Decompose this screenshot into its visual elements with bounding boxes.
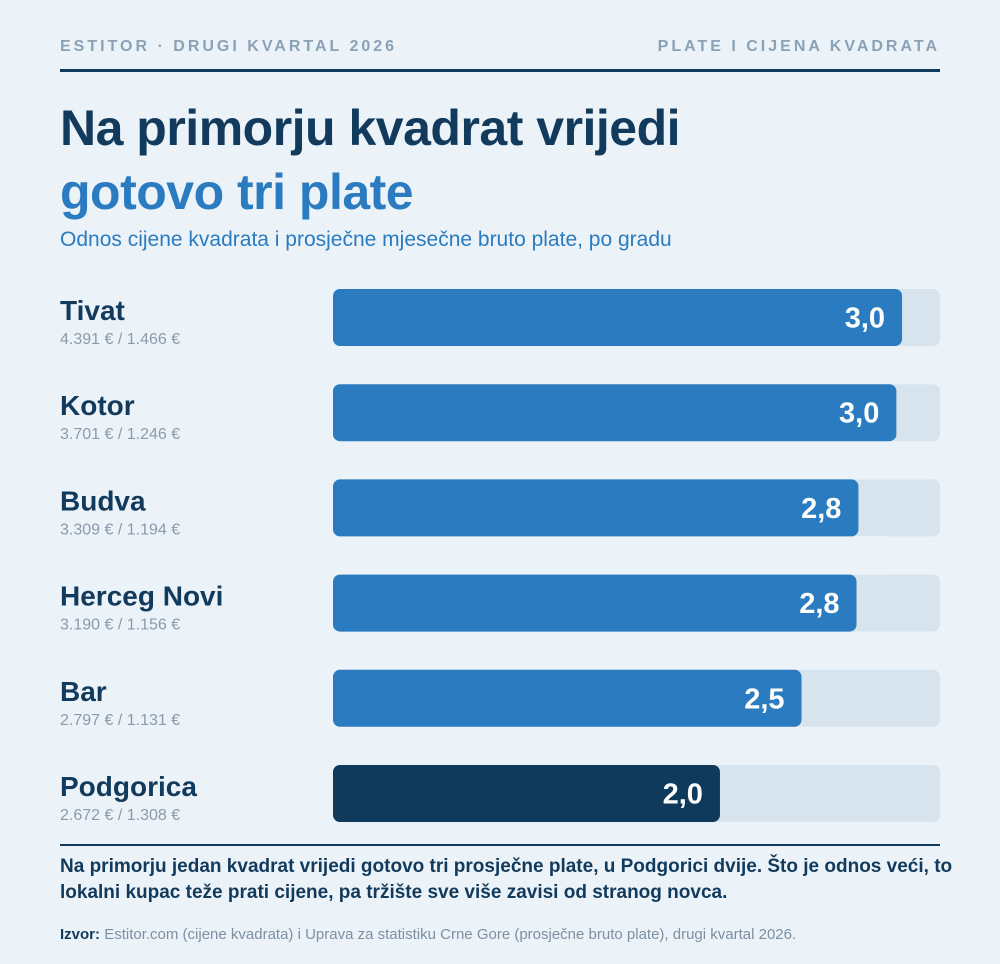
publisher-label: ESTITOR · DRUGI KVARTAL 2026	[60, 38, 398, 55]
category-detail: 2.797 € / 1.131 €	[60, 712, 180, 729]
source-label: Izvor:	[60, 926, 101, 943]
footer-divider	[60, 844, 940, 846]
bar	[333, 289, 903, 346]
category-detail: 3.309 € / 1.194 €	[60, 521, 180, 538]
bar-value-label: 2,8	[801, 493, 841, 525]
bar-value-label: 2,0	[663, 779, 703, 811]
chart-subtitle: Odnos cijene kvadrata i prosječne mjeseč…	[60, 228, 672, 251]
chart-note: Na primorju jedan kvadrat vrijedi gotovo…	[60, 856, 953, 903]
chart-title: Na primorju kvadrat vrijedi	[60, 100, 681, 156]
topic-label: PLATE I CIJENA KVADRATA	[657, 38, 940, 55]
chart-title-accent: gotovo tri plate	[60, 164, 414, 220]
source-text: Estitor.com (cijene kvadrata) i Uprava z…	[104, 926, 797, 943]
category-label: Tivat	[60, 295, 125, 326]
category-label: Budva	[60, 485, 146, 516]
category-label: Podgorica	[60, 771, 197, 802]
category-detail: 3.701 € / 1.246 €	[60, 426, 180, 443]
category-detail: 3.190 € / 1.156 €	[60, 617, 180, 634]
bar-chart: 3,0 Tivat 4.391 € / 1.466 € 3,0 Kotor 3.701 €…	[60, 289, 940, 824]
source-line: Izvor: Estitor.com (cijene kvadrata) i U…	[60, 926, 960, 943]
bar	[333, 765, 720, 822]
bar-value-label: 2,5	[744, 683, 784, 715]
bar-value-label: 3,0	[839, 398, 879, 430]
category-label: Bar	[60, 676, 107, 707]
bar	[333, 479, 859, 537]
bar-value-label: 3,0	[845, 303, 885, 335]
bar-value-label: 2,8	[799, 588, 839, 620]
category-detail: 2.672 € / 1.308 €	[60, 807, 180, 824]
category-label: Herceg Novi	[60, 581, 223, 612]
category-label: Kotor	[60, 390, 135, 421]
header-bar: ESTITOR · DRUGI KVARTAL 2026 PLATE I CIJ…	[60, 38, 940, 72]
bar	[333, 384, 897, 442]
bar	[333, 669, 802, 727]
category-detail: 4.391 € / 1.466 €	[60, 331, 180, 348]
bar	[333, 574, 857, 632]
